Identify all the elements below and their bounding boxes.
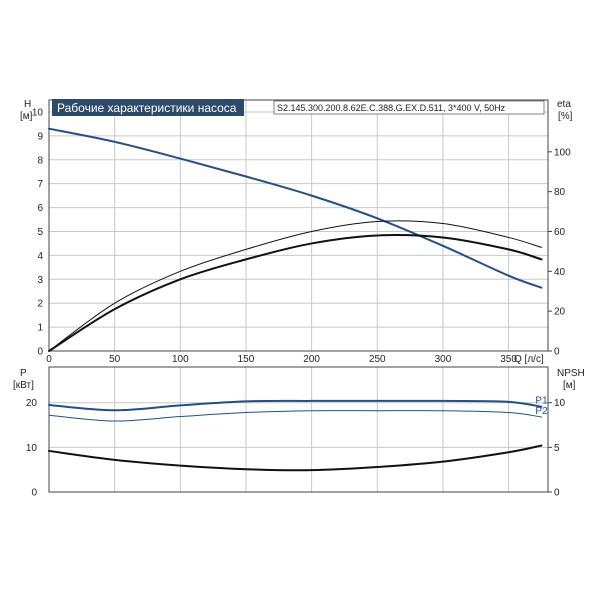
y-left-tick-label-top: 4 bbox=[37, 251, 43, 262]
y-left-tick-label-top: 8 bbox=[37, 155, 43, 166]
model-label-box bbox=[273, 100, 545, 115]
top-series-line-0 bbox=[48, 127, 543, 289]
y-left-tick-label-top: 3 bbox=[37, 275, 43, 286]
x-tick-label: 350 bbox=[500, 354, 517, 365]
y-left-tick-label-top: 2 bbox=[37, 299, 43, 310]
top-series-line-1 bbox=[48, 220, 542, 352]
x-tick-label: 300 bbox=[435, 354, 452, 365]
top-series bbox=[48, 127, 543, 352]
model-label: S2.145.300.200.8.62E.C.388.G.EX.D.511, 3… bbox=[277, 103, 506, 113]
y-left-tick-label-top: 7 bbox=[37, 179, 43, 190]
x-axis-label: Q [л/с] bbox=[514, 354, 544, 365]
y-right-name-bottom: NPSH bbox=[557, 368, 585, 379]
y-left-tick-label-bottom: 10 bbox=[26, 443, 38, 454]
y-left-tick-label-top: 1 bbox=[37, 323, 43, 334]
bottom-series-line-1 bbox=[48, 410, 542, 422]
x-tick-label: 150 bbox=[238, 354, 255, 365]
tick-labels: 0 50 100 150 200 250 300 3500123456789100204060… bbox=[26, 107, 571, 498]
y-right-unit-bottom: [м] bbox=[563, 380, 576, 391]
y-right-tick-label-top: 100 bbox=[554, 147, 571, 158]
y-right-tick-label-top: 60 bbox=[554, 227, 566, 238]
series-label-p2: P2 bbox=[535, 406, 548, 417]
y-left-tick-label-top: 0 bbox=[37, 347, 43, 358]
y-right-tick-label-bottom: 10 bbox=[554, 398, 566, 409]
x-tick-label: 200 bbox=[303, 354, 320, 365]
x-tick-label: 100 bbox=[172, 354, 189, 365]
y-right-tick-label-bottom: 0 bbox=[554, 488, 560, 499]
y-left-name-bottom: P bbox=[20, 368, 27, 379]
bottom-grid bbox=[49, 367, 548, 492]
y-right-tick-label-top: 80 bbox=[554, 187, 566, 198]
x-tick-label: 250 bbox=[369, 354, 386, 365]
y-left-tick-label-top: 9 bbox=[37, 131, 43, 142]
chart-title: Рабочие характеристики насоса bbox=[57, 101, 237, 115]
y-left-tick-label-bottom: 0 bbox=[31, 488, 37, 499]
top-series-line-2 bbox=[48, 234, 543, 352]
bottom-plot-frame bbox=[48, 366, 549, 493]
y-right-tick-label-top: 20 bbox=[554, 307, 566, 318]
y-left-tick-label-top: 5 bbox=[37, 227, 43, 238]
y-left-unit-bottom: [кВт] bbox=[13, 380, 34, 391]
y-right-unit-top: [%] bbox=[558, 111, 573, 122]
top-plot-frame bbox=[48, 99, 549, 352]
y-right-tick-label-bottom: 5 bbox=[554, 443, 560, 454]
bottom-series-line-0 bbox=[48, 399, 543, 412]
y-right-name-top: eta bbox=[557, 99, 571, 110]
y-left-tick-label-top: 10 bbox=[32, 107, 44, 118]
bottom-series bbox=[48, 399, 543, 472]
y-left-tick-label-top: 6 bbox=[37, 203, 43, 214]
top-grid bbox=[49, 100, 548, 351]
y-left-name-top: H bbox=[24, 99, 31, 110]
x-tick-label: 50 bbox=[109, 354, 121, 365]
y-left-unit-top: [м] bbox=[20, 111, 33, 122]
chart-title-bg bbox=[52, 99, 244, 116]
series-label-p1: P1 bbox=[535, 396, 548, 407]
y-right-tick-label-top: 0 bbox=[554, 347, 560, 358]
y-right-tick-label-top: 40 bbox=[554, 267, 566, 278]
bottom-series-line-2 bbox=[48, 444, 543, 472]
x-tick-label: 0 bbox=[46, 354, 52, 365]
y-left-tick-label-bottom: 20 bbox=[26, 398, 38, 409]
